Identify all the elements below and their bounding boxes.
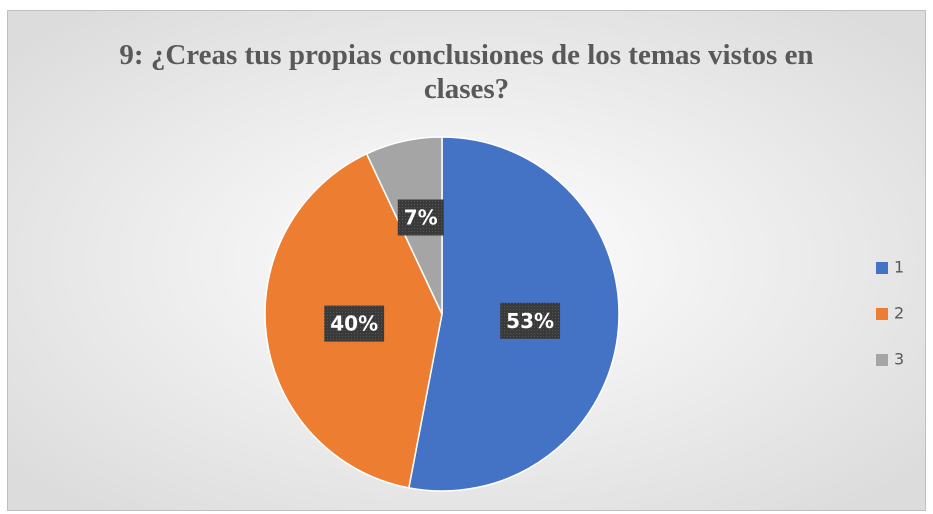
chart-title: 9: ¿Creas tus propias conclusiones de lo… [119,39,814,105]
data-label: 53% [506,309,554,333]
legend-swatch [876,308,888,320]
legend-label: 1 [894,258,904,277]
data-label: 7% [404,205,438,229]
legend-swatch [876,354,888,366]
data-label-box [324,305,385,342]
data-label-box [500,302,561,339]
legend-label: 3 [894,350,904,369]
legend-swatch [876,262,888,274]
legend-label: 2 [894,304,904,323]
data-label-box [397,199,444,236]
data-label: 40% [330,312,378,336]
